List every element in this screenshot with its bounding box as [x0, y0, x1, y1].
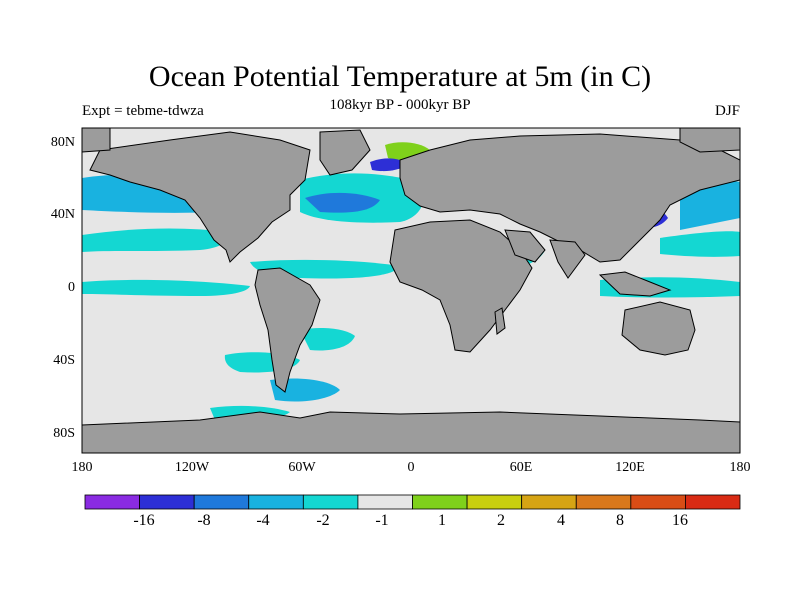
south-america [254, 267, 321, 393]
north-america [89, 131, 311, 263]
arctic-fringe-west [82, 128, 111, 153]
colorbar-label: -2 [316, 512, 329, 529]
colorbar-swatch [84, 494, 140, 510]
x-tick-label: 0 [408, 460, 415, 475]
eurasia [399, 133, 740, 263]
x-tick-label: 120W [175, 460, 210, 475]
atlantic-deep-anomaly [305, 192, 380, 213]
antarctica [82, 411, 740, 453]
colorbar-swatch [302, 494, 359, 510]
colorbar-label: 8 [616, 512, 624, 529]
maritime-continent [598, 271, 672, 297]
colorbar-labels: -16 -8 -4 -2 -1 1 2 4 8 16 [133, 512, 688, 529]
colorbar-label: 1 [438, 512, 446, 529]
plot-frame [81, 127, 741, 454]
colorbar-label: -4 [256, 512, 269, 529]
australia [621, 301, 696, 356]
y-axis: 80N 40N 0 40S 80S [51, 135, 75, 441]
map-subtitle: 108kyr BP - 000kyr BP [329, 97, 471, 113]
y-tick-label: 40N [51, 207, 75, 222]
y-tick-label: 40S [53, 353, 75, 368]
equatorial-pacific-band [82, 279, 250, 296]
south-atlantic-cold [270, 378, 340, 402]
colorbar-swatch [685, 494, 741, 510]
colorbar-swatch [466, 494, 523, 510]
north-pacific-east-band [680, 181, 740, 230]
colorbar-swatch [193, 494, 250, 510]
pacific-subtropical-band [82, 228, 230, 252]
y-tick-label: 80N [51, 135, 75, 150]
colorbar-label: 4 [557, 512, 565, 529]
pacific-subtropical-east [660, 231, 740, 257]
y-tick-label: 0 [68, 280, 75, 295]
colorbar-label: 16 [672, 512, 688, 529]
arabia [504, 229, 546, 263]
x-tick-label: 180 [72, 460, 93, 475]
south-atlantic-band [300, 328, 355, 351]
x-tick-label: 60E [510, 460, 533, 475]
colorbar-swatch [357, 494, 413, 510]
colorbar-label: -8 [197, 512, 210, 529]
map-title: Ocean Potential Temperature at 5m (in C) [148, 60, 652, 93]
madagascar [494, 307, 506, 335]
greenland [319, 129, 371, 176]
colorbar-label: 2 [497, 512, 505, 529]
colorbar-swatch [630, 494, 686, 510]
nordic-blue [370, 158, 408, 172]
x-tick-label: 120E [615, 460, 645, 475]
colorbar-swatch [139, 494, 195, 510]
colorbar-swatch [575, 494, 632, 510]
colorbar-swatch [248, 494, 304, 510]
arctic-fringe-east [679, 128, 740, 153]
colorbar-swatch [412, 494, 468, 510]
x-axis: 180 120W 60W 0 60E 120E 180 [72, 460, 751, 475]
colorbar-label: -1 [375, 512, 388, 529]
colorbar-label: -16 [133, 512, 154, 529]
land-layer [82, 128, 740, 453]
experiment-label: Expt = tebme-tdwza [82, 103, 204, 119]
colorbar [84, 494, 741, 510]
y-tick-label: 80S [53, 426, 75, 441]
x-tick-label: 180 [730, 460, 751, 475]
season-label: DJF [714, 103, 740, 119]
colorbar-swatch [521, 494, 577, 510]
india [549, 239, 586, 279]
x-tick-label: 60W [288, 460, 316, 475]
